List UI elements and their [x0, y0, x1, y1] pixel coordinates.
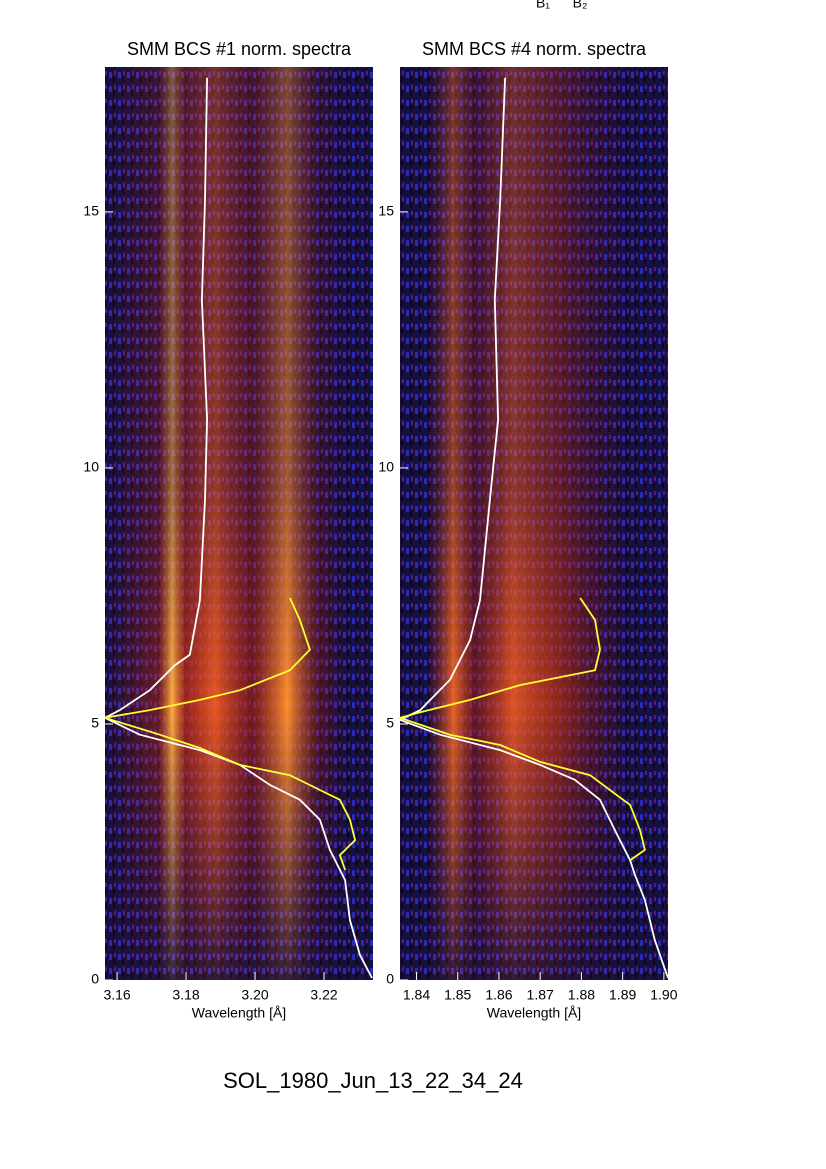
data-line — [102, 77, 373, 979]
y-tick-label: 5 — [91, 715, 99, 731]
x-tick-label: 3.16 — [103, 987, 130, 1003]
y-tick-label: 0 — [91, 971, 99, 987]
x-tick-label: 3.22 — [310, 987, 337, 1003]
x-tick-label: 3.18 — [172, 987, 199, 1003]
x-tick-label: 3.20 — [241, 987, 268, 1003]
x-axis-label: Wavelength [Å] — [487, 1005, 581, 1021]
data-line — [396, 597, 646, 861]
x-tick-label: 1.84 — [403, 987, 430, 1003]
x-tick-label: 1.88 — [568, 987, 595, 1003]
spectrum-emission — [105, 67, 373, 980]
caption: SOL_1980_Jun_13_22_34_24 — [223, 1068, 523, 1093]
data-line — [397, 77, 669, 979]
x-axis-label: Wavelength [Å] — [192, 1005, 286, 1021]
data-line — [104, 597, 357, 871]
chart-title: SMM BCS #1 norm. spectra — [127, 39, 352, 59]
x-tick-label: 1.86 — [485, 987, 512, 1003]
y-tick-label: 10 — [83, 459, 99, 475]
x-tick-label: 1.87 — [527, 987, 554, 1003]
spectrum-emission — [400, 67, 668, 980]
top-label: B₁ — [536, 0, 550, 11]
y-tick-label: 0 — [386, 971, 394, 987]
x-tick-label: 1.89 — [609, 987, 636, 1003]
chart-title: SMM BCS #4 norm. spectra — [422, 39, 647, 59]
x-tick-label: 1.85 — [444, 987, 471, 1003]
x-tick-label: 1.90 — [650, 987, 677, 1003]
top-label: B₂ — [573, 0, 588, 11]
y-tick-label: 15 — [83, 203, 99, 219]
y-tick-label: 5 — [386, 715, 394, 731]
y-tick-label: 15 — [378, 203, 394, 219]
y-tick-label: 10 — [378, 459, 394, 475]
